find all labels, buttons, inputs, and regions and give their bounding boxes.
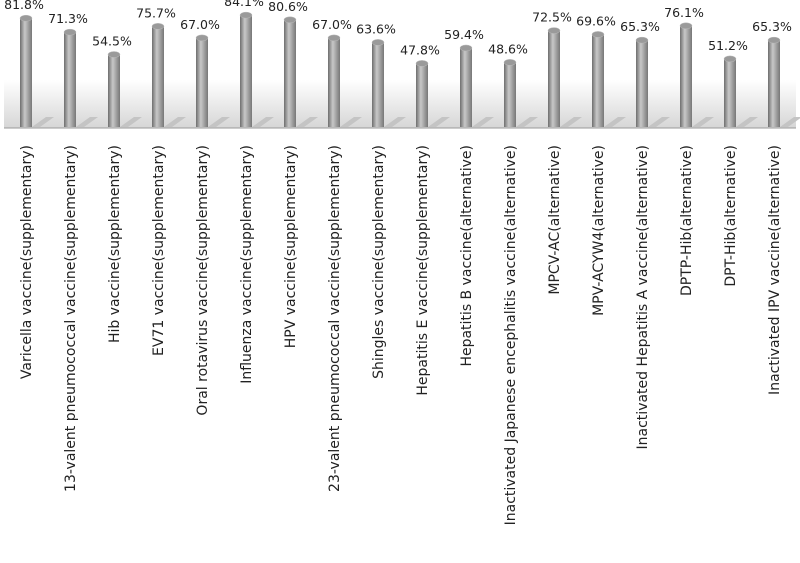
bar-cap [239, 11, 253, 19]
bar-cap [63, 28, 77, 36]
bar-cap [459, 44, 473, 52]
value-label: 65.3% [752, 19, 792, 34]
bar [460, 47, 472, 127]
x-tick-label: Oral rotavirus vaccine(supplementary) [195, 145, 211, 416]
bar-shadow [560, 117, 582, 127]
bar [284, 19, 296, 127]
value-label: 76.1% [664, 5, 704, 20]
value-label: 48.6% [488, 41, 528, 56]
value-label: 67.0% [312, 17, 352, 32]
bar-cap [283, 16, 297, 24]
bar [20, 18, 32, 127]
value-label: 67.0% [180, 17, 220, 32]
bar-shadow [692, 117, 714, 127]
x-tick-label: DPTP-Hib(alternative) [679, 145, 695, 296]
bar [724, 58, 736, 127]
x-tick-label: Influenza vaccine(supplementary) [239, 145, 255, 384]
x-tick-label: Hepatitis E vaccine(supplementary) [415, 145, 431, 396]
x-tick-label: Inactivated Japanese encephalitis vaccin… [503, 145, 519, 525]
bar [240, 15, 252, 127]
bar [372, 42, 384, 127]
bar-shadow [472, 117, 494, 127]
value-label: 71.3% [48, 11, 88, 26]
value-label: 47.8% [400, 42, 440, 57]
value-label: 69.6% [576, 13, 616, 28]
bar-shadow [164, 117, 186, 127]
bar-cap [767, 36, 781, 44]
bar [592, 34, 604, 127]
value-label: 84.1% [224, 0, 264, 9]
bar-shadow [208, 117, 230, 127]
bar [680, 25, 692, 127]
bar [64, 32, 76, 127]
bar [152, 26, 164, 127]
bar-cap [591, 31, 605, 38]
bar-cap [679, 22, 693, 30]
bar-shadow [32, 117, 54, 127]
value-label: 65.3% [620, 19, 660, 34]
value-label: 51.2% [708, 38, 748, 53]
bar-cap [151, 23, 165, 30]
x-tick-label: Varicella vaccine(supplementary) [19, 145, 35, 379]
bar-cap [547, 27, 561, 34]
bar-shadow [120, 117, 142, 127]
bar [328, 37, 340, 127]
x-tick-label: MPCV-AC(alternative) [547, 145, 563, 295]
value-label: 59.4% [444, 27, 484, 42]
bar [636, 40, 648, 127]
x-tick-label: Hepatitis B vaccine(alternative) [459, 145, 475, 367]
bar-cap [327, 34, 341, 42]
bar-shadow [384, 117, 406, 127]
value-label: 81.8% [4, 0, 44, 12]
bar-shadow [780, 117, 800, 127]
bar-cap [107, 51, 121, 58]
bar-shadow [516, 117, 538, 127]
bar-shadow [428, 117, 450, 127]
x-tick-label: MPV-ACYW4(alternative) [591, 145, 607, 316]
bar-cap [723, 55, 737, 63]
x-tick-label: Inactivated Hepatitis A vaccine(alternat… [635, 145, 651, 449]
bar-cap [503, 59, 517, 66]
x-tick-label: HPV vaccine(supplementary) [283, 145, 299, 348]
bar-cap [415, 60, 429, 67]
bar [548, 30, 560, 128]
x-tick-label: Shingles vaccine(supplementary) [371, 145, 387, 379]
bar-shadow [340, 117, 362, 127]
bar-shadow [736, 117, 758, 127]
bar-cap [635, 36, 649, 44]
x-tick-label: 23-valent pneumococcal vaccine(supplemen… [327, 145, 343, 492]
x-tick-label: Hib vaccine(supplementary) [107, 145, 123, 343]
value-label: 75.7% [136, 5, 176, 20]
value-label: 54.5% [92, 34, 132, 49]
value-label: 72.5% [532, 10, 572, 25]
bar [768, 40, 780, 127]
x-tick-label: EV71 vaccine(supplementary) [151, 145, 167, 356]
bar-cap [195, 34, 209, 42]
bar-shadow [252, 117, 274, 127]
x-tick-label: DPT-Hib(alternative) [723, 145, 739, 287]
bar [196, 37, 208, 127]
bar-shadow [604, 117, 626, 127]
bar [504, 62, 516, 127]
x-tick-label: 13-valent pneumococcal vaccine(supplemen… [63, 145, 79, 492]
bar [108, 54, 120, 127]
bar-shadow [76, 117, 98, 127]
bar-cap [371, 39, 385, 46]
value-label: 63.6% [356, 21, 396, 36]
bar-shadow [296, 117, 318, 127]
value-label: 80.6% [268, 0, 308, 14]
bar [416, 63, 428, 127]
x-tick-label: Inactivated IPV vaccine(alternative) [767, 145, 783, 395]
bar-cap [19, 14, 33, 22]
bar-shadow [648, 117, 670, 127]
